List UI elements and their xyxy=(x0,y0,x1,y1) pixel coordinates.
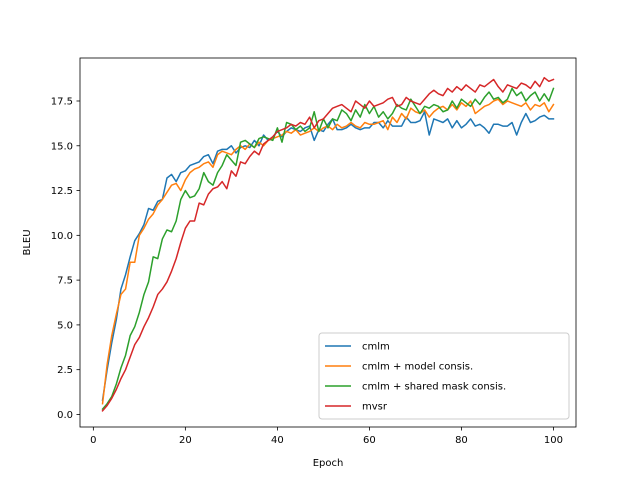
series-line-2 xyxy=(101,87,555,411)
axes-border xyxy=(79,57,577,428)
x-tick-label: 40 xyxy=(271,435,284,446)
y-tick-label: 12.5 xyxy=(51,186,73,197)
x-tick-label: 20 xyxy=(179,435,192,446)
x-tick-label: 60 xyxy=(363,435,376,446)
y-tick-label: 10.0 xyxy=(51,231,73,242)
series-line-1 xyxy=(101,98,555,405)
legend-label-3: mvsr xyxy=(362,402,388,413)
x-tick-label: 80 xyxy=(455,435,468,446)
y-tick-label: 17.5 xyxy=(51,96,73,107)
legend-label-0: cmlm xyxy=(362,342,390,353)
y-axis-label: BLEU xyxy=(22,229,33,255)
x-axis-label: Epoch xyxy=(313,458,344,469)
axes-frame xyxy=(79,57,577,428)
legend: cmlm cmlm + model consis. cmlm + shared ma… xyxy=(318,332,570,420)
y-tick-label: 7.5 xyxy=(57,276,73,287)
legend-box xyxy=(318,332,570,420)
y-tick-label: 15.0 xyxy=(51,141,73,152)
x-tick-label: 0 xyxy=(90,435,96,446)
y-tick-label: 0.0 xyxy=(57,410,73,421)
legend-label-2: cmlm + shared mask consis. xyxy=(362,382,506,393)
x-axis-ticks: 0 20 40 60 80 100 xyxy=(90,427,563,446)
y-axis-ticks: 0.0 2.5 5.0 7.5 10.0 12.5 15.0 17.5 xyxy=(51,96,80,421)
series-layer xyxy=(101,76,555,412)
series-line-3 xyxy=(101,76,555,412)
series-line-0 xyxy=(101,110,555,401)
y-tick-label: 2.5 xyxy=(57,365,73,376)
legend-label-1: cmlm + model consis. xyxy=(362,362,473,373)
x-tick-label: 100 xyxy=(544,435,563,446)
y-tick-label: 5.0 xyxy=(57,320,73,331)
